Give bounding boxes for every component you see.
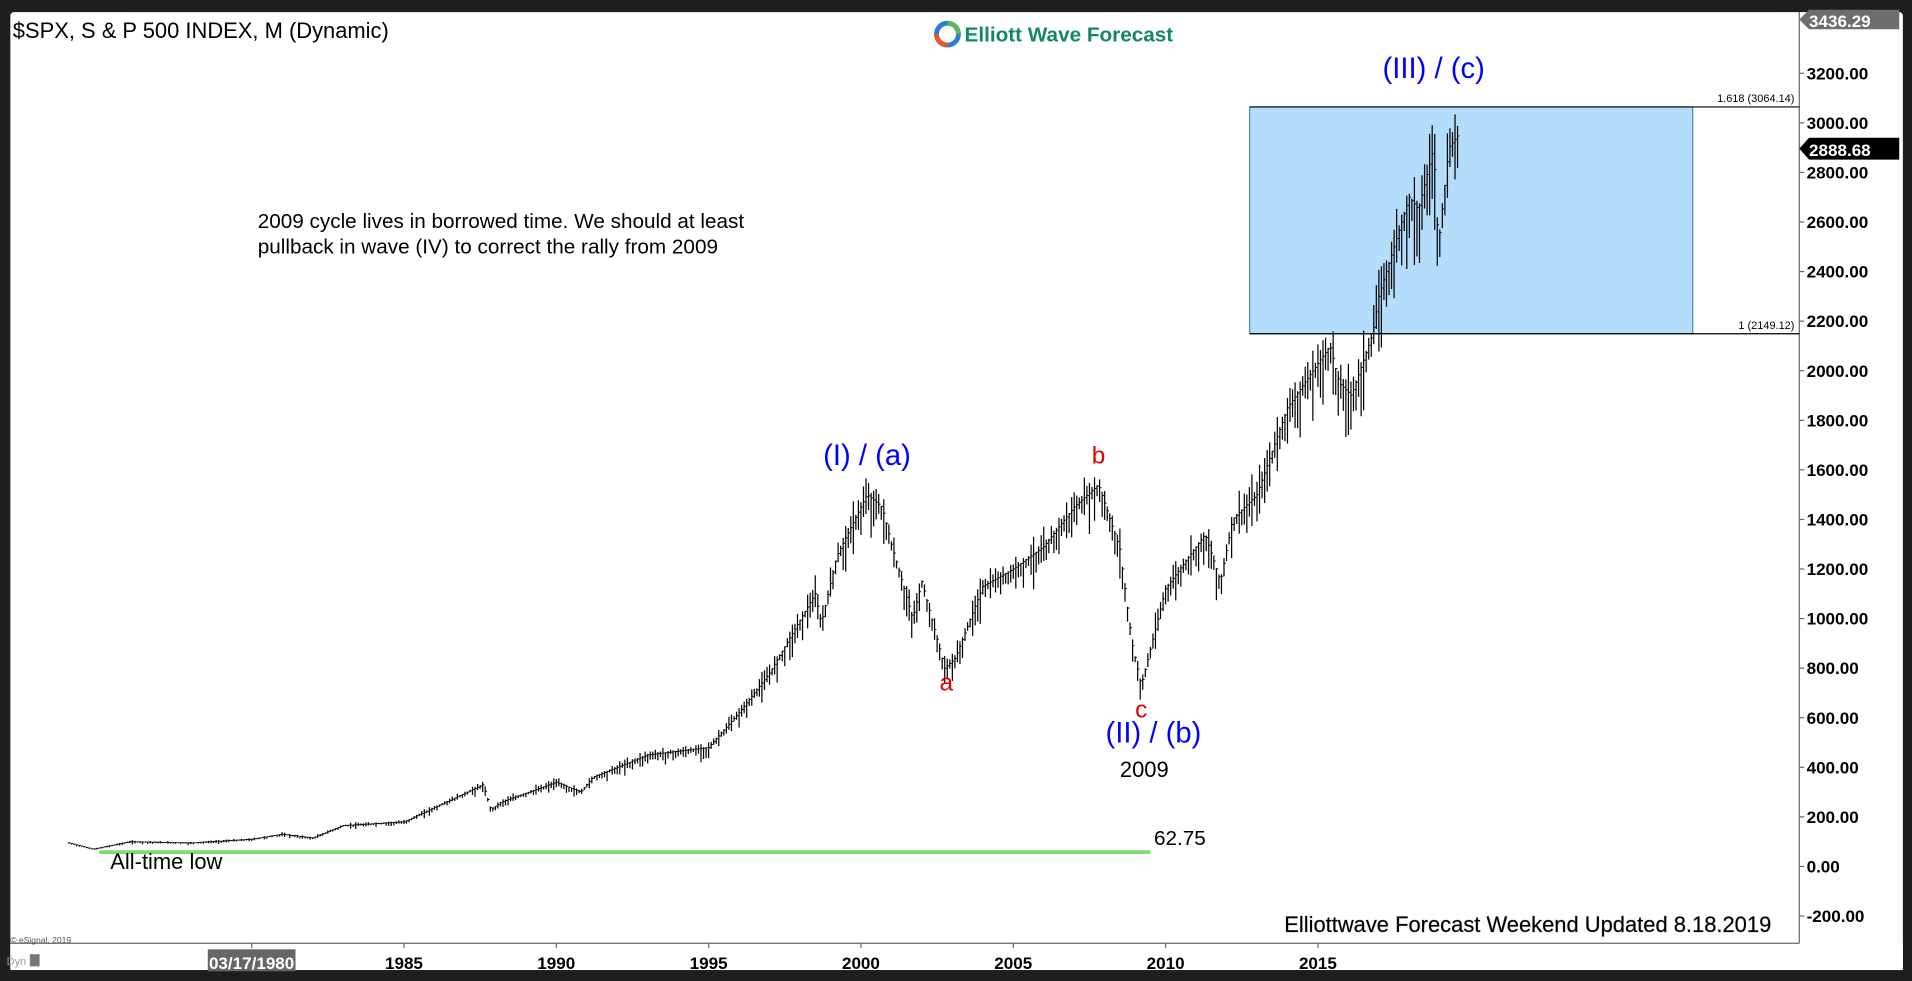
logo-text: Elliott Wave Forecast [965,23,1174,46]
y-tick-label: 1400.00 [1807,511,1869,530]
x-tick-label: 2015 [1299,954,1337,973]
wave-label: (II) / (b) [1106,718,1202,750]
support-line[interactable]: 62.75 [99,827,1206,854]
y-tick-label: 400.00 [1807,758,1859,777]
x-tick-label: 1995 [690,954,728,973]
y-tick-label: 200.00 [1807,808,1859,827]
y-tick-label: 3000.00 [1807,114,1869,133]
last-price-tag: 2888.68 [1799,137,1900,160]
y-tick-label: 600.00 [1807,709,1859,728]
high-price-tag: 3436.29 [1799,9,1900,31]
x-highlight-tag [207,949,296,972]
x-tick-label: 1990 [537,954,575,973]
x-tick-label: 2005 [994,954,1032,973]
y-axis: 3200.00 3000.00 2800.00 2600.00 2400.00 2200.… [1799,64,1868,926]
wave-label: 2009 [1120,757,1169,782]
y-tick-label: 800.00 [1807,659,1859,678]
y-tick-label: 3200.00 [1807,64,1869,83]
scale-toggle-icon[interactable] [29,954,40,967]
svg-text:3436.29: 3436.29 [1809,12,1871,31]
update-footer: Elliottwave Forecast Weekend Updated 8.1… [1284,912,1771,937]
dyn-label: Dyn [7,956,26,968]
wave-label: All-time low [110,849,222,874]
note-line-2: pullback in wave (IV) to correct the ral… [258,235,718,258]
x-tick-label: 2010 [1147,954,1185,973]
x-axis: 03/17/1980 1985 1990 1995 2000 2005 2010 2015 [207,943,1337,973]
chart-title: $SPX, S & P 500 INDEX, M (Dynamic) [13,18,389,43]
logo: Elliott Wave Forecast [934,20,1174,48]
note-line-1: 2009 cycle lives in borrowed time. We sh… [258,210,745,233]
wave-annotations: (I) / (a) a b c(II) / (b) 2009 (III) / (c) All… [110,53,1485,874]
support-line-label: 62.75 [1154,827,1206,850]
y-tick-label: 2200.00 [1807,312,1869,331]
y-tick-label: 1200.00 [1807,560,1869,579]
y-tick-label: 1800.00 [1807,411,1869,430]
x-axis-strip [10,943,1903,971]
wave-label: c [1135,697,1147,724]
y-tick-label: 2400.00 [1807,263,1869,282]
wave-label: a [939,669,953,696]
wave-label: (I) / (a) [823,440,911,472]
x-tick-label: 2000 [842,954,880,973]
x-tick-label: 03/17/1980 [209,954,294,973]
x-tick-label: 1985 [385,954,423,973]
y-tick-label: 1600.00 [1807,461,1869,480]
price-bars [68,114,1460,850]
copyright: © eSignal, 2019 [10,935,71,945]
y-tick-label: 2600.00 [1807,213,1869,232]
fib-box-area[interactable] [1249,106,1694,335]
fib-label-1618: 1.618 (3064.14) [1717,93,1794,105]
fib-extension-box[interactable]: 1.618 (3064.14) 1 (2149.12) [1249,93,1800,335]
wave-label: (III) / (c) [1383,53,1485,85]
y-tick-label: -200.00 [1807,907,1865,926]
fib-label-1: 1 (2149.12) [1738,320,1794,332]
wave-label: b [1092,443,1106,470]
y-tick-label: 1000.00 [1807,610,1869,629]
y-tick-label: 2000.00 [1807,362,1869,381]
svg-text:2888.68: 2888.68 [1809,141,1871,160]
y-tick-label: 0.00 [1807,858,1840,877]
y-tick-label: 2800.00 [1807,164,1869,183]
